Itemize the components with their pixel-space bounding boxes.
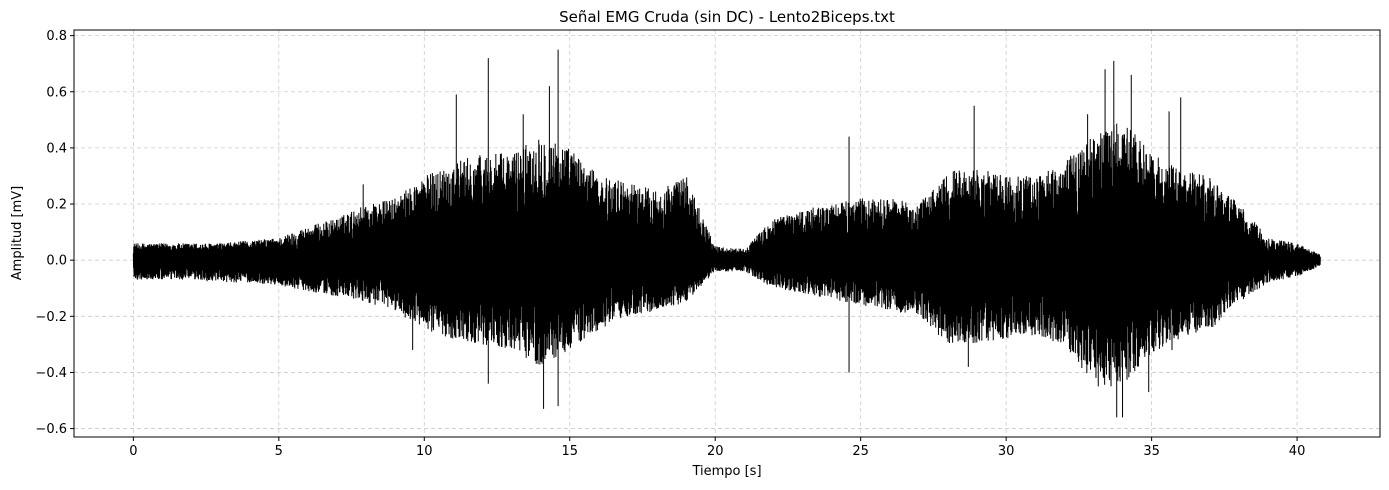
plot-frame (73, 29, 1381, 438)
x-tick-label: 30 (998, 444, 1015, 459)
x-tick-label: 10 (416, 444, 433, 459)
y-tick-label: 0.4 (46, 141, 67, 156)
y-tick-label: −0.2 (35, 310, 67, 325)
y-tick-label: 0.2 (46, 198, 67, 213)
x-axis-label: Tiempo [s] (691, 464, 761, 479)
y-tick-label: 0.8 (46, 29, 67, 44)
x-tick-label: 0 (129, 444, 137, 459)
chart-title: Señal EMG Cruda (sin DC) - Lento2Biceps.… (559, 8, 895, 26)
x-tick-label: 15 (561, 444, 578, 459)
y-axis-ticks: −0.6 −0.4 −0.2 0.0 0.2 0.4 0.6 0.8 (35, 29, 74, 437)
x-tick-label: 20 (707, 444, 724, 459)
y-tick-label: 0.6 (46, 85, 67, 100)
x-tick-label: 25 (852, 444, 869, 459)
y-axis-label: Amplitud [mV] (10, 186, 25, 280)
y-tick-label: 0.0 (46, 254, 67, 269)
x-tick-label: 5 (275, 444, 283, 459)
x-tick-label: 35 (1143, 444, 1160, 459)
x-tick-label: 40 (1289, 444, 1306, 459)
x-axis-ticks: 0 5 10 15 20 25 30 35 40 (129, 437, 1305, 459)
y-tick-label: −0.4 (35, 366, 67, 381)
y-tick-label: −0.6 (35, 422, 67, 437)
emg-signal-line (132, 49, 1321, 418)
